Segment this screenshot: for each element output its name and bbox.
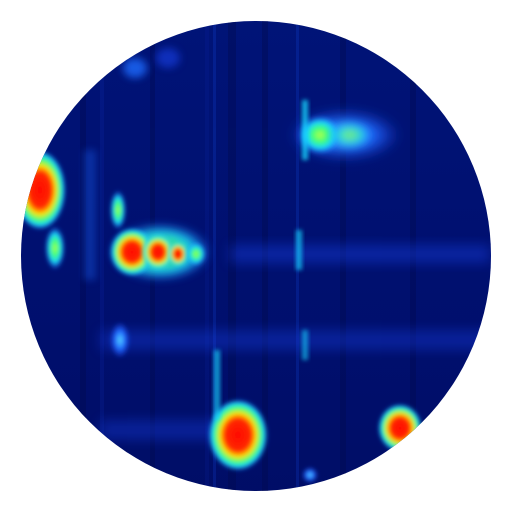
- bottom-right-hot-blob: [378, 404, 422, 452]
- middle-hot-cluster: [108, 190, 212, 282]
- bottom-hot-blob: [208, 350, 268, 471]
- top-right-streak: [290, 100, 400, 160]
